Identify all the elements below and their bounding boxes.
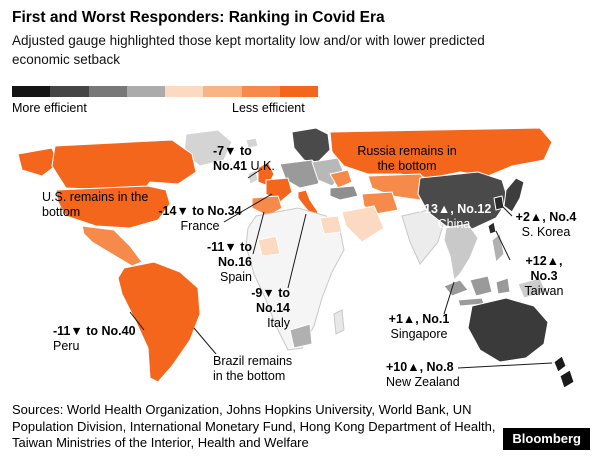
annotation-italy: -9▼ to No.14 Italy [240, 286, 290, 330]
annotation-label: New Zealand [386, 374, 460, 389]
country-russia [329, 127, 553, 179]
country-iceland [245, 137, 259, 149]
country-new-guinea [517, 277, 547, 299]
annotation-china: +13▲, No.12 China [414, 202, 494, 232]
annotation-label: U.S. remains in the bottom [42, 190, 149, 219]
country-south-africa [289, 323, 313, 349]
annotation-value: -11▼ to No.40 [53, 324, 136, 338]
annotation-label: France [180, 218, 220, 233]
legend-label-more-efficient: More efficient [12, 101, 87, 115]
country-se-asia [443, 223, 479, 282]
sources-text: Sources: World Health Organization, John… [12, 402, 496, 451]
annotation-label: U.K. [250, 158, 275, 173]
country-australia [467, 297, 549, 363]
annotation-russia: Russia remains in the bottom [350, 144, 464, 174]
annotation-value: -14▼ to No.34 [158, 204, 242, 218]
legend-segment [12, 86, 51, 97]
bloomberg-logo: Bloomberg [503, 428, 590, 450]
country-philippines [491, 233, 505, 264]
annotation-label: Taiwan [524, 283, 564, 298]
connector-brazil [193, 327, 217, 355]
annotation-label: Peru [53, 338, 80, 353]
country-canada [51, 139, 197, 193]
country-mexico [81, 225, 143, 267]
annotation-south-korea: +2▲, No.4 S. Korea [514, 210, 578, 240]
annotation-value: -7▼ to No.41 [213, 144, 252, 173]
country-sumatra [443, 279, 469, 297]
annotation-brazil: Brazil remains in the bottom [213, 354, 299, 384]
country-turkey [329, 185, 359, 201]
connector-france [223, 193, 273, 223]
legend-labels: More efficient Less efficient [12, 101, 318, 117]
annotation-connector-lines [129, 169, 553, 369]
legend-segment [88, 86, 127, 97]
connector-taiwan [495, 230, 511, 261]
country-west-africa [257, 235, 281, 257]
connector-uk [247, 169, 261, 179]
connector-skorea [502, 206, 513, 217]
country-madagascar [333, 309, 345, 335]
annotation-value: -9▼ to No.14 [251, 286, 290, 315]
country-new-zealand-south [559, 369, 575, 389]
annotation-new-zealand: +10▲, No.8 New Zealand [386, 360, 466, 390]
country-japan [503, 177, 525, 213]
annotation-singapore: +1▲, No.1 Singapore [384, 312, 454, 342]
world-map: -7▼ to No.41 U.K. Russia remains in the … [0, 116, 600, 408]
legend-segment [165, 86, 204, 97]
annotation-label: S. Korea [521, 224, 571, 239]
country-china [417, 171, 509, 231]
connector-italy [287, 213, 307, 289]
legend-bar [12, 86, 318, 97]
country-saudi-arabia [341, 205, 385, 243]
page-title: First and Worst Responders: Ranking in C… [12, 9, 385, 26]
legend-segment [126, 86, 165, 97]
annotation-label: Brazil remains in the bottom [213, 354, 293, 383]
annotation-label: Italy [267, 315, 290, 330]
annotation-label: Spain [220, 269, 252, 284]
annotation-value: +1▲, No.1 [388, 312, 450, 326]
world-map-svg [17, 127, 575, 389]
country-central-asia [367, 173, 435, 201]
country-south-america [117, 261, 201, 383]
country-borneo [469, 275, 493, 297]
legend-segment [241, 86, 280, 97]
annotation-value: -11▼ to No.16 [206, 240, 252, 269]
annotation-label: Singapore [390, 326, 448, 341]
annotation-peru: -11▼ to No.40 Peru [53, 324, 148, 354]
annotation-us: U.S. remains in the bottom [42, 190, 164, 220]
legend-label-less-efficient: Less efficient [232, 101, 305, 115]
annotation-france: -14▼ to No.34 France [150, 204, 250, 234]
country-egypt [319, 215, 343, 235]
connector-peru [129, 311, 145, 331]
connector-singapore [443, 281, 455, 315]
country-new-zealand-north [553, 355, 567, 373]
annotation-label: China [437, 216, 471, 231]
connector-new-zealand [457, 362, 553, 369]
legend-segment [279, 86, 318, 97]
annotation-uk: -7▼ to No.41 U.K. [213, 144, 283, 174]
annotation-value: +10▲, No.8 [386, 360, 454, 374]
legend-segment [50, 86, 89, 97]
annotation-value: +12▲, No.3 [525, 254, 563, 283]
legend-segment [203, 86, 242, 97]
annotation-taiwan: +12▲, No.3 Taiwan [512, 254, 576, 298]
annotation-spain: -11▼ to No.16 Spain [198, 240, 252, 284]
country-usa [55, 185, 171, 229]
country-south-korea [493, 195, 505, 211]
country-ukraine [329, 169, 353, 189]
country-scandinavia [291, 127, 331, 165]
page-subtitle: Adjusted gauge highlighted those kept mo… [12, 33, 485, 67]
annotation-value: +2▲, No.4 [515, 210, 577, 224]
country-alaska [17, 147, 59, 177]
annotation-value: +13▲, No.12 [416, 202, 492, 216]
annotation-label: Russia remains in the bottom [357, 144, 457, 173]
connector-spain [252, 211, 265, 255]
color-legend: More efficient Less efficient [12, 86, 318, 117]
country-sulawesi [495, 277, 511, 295]
